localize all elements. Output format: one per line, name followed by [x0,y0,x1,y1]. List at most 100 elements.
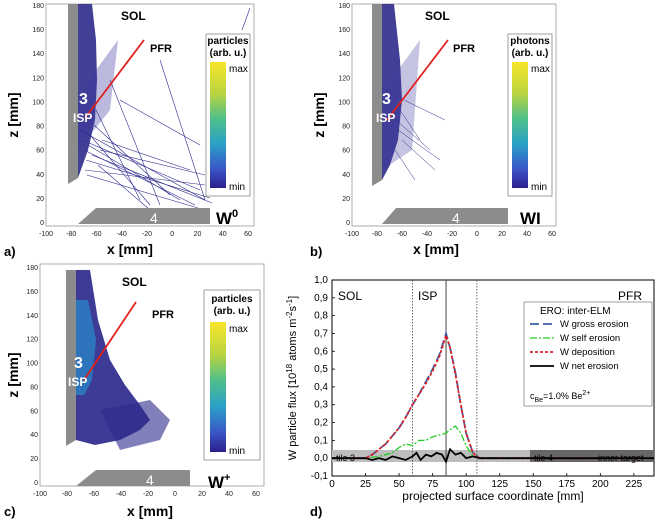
legend-label: W net erosion [560,361,619,372]
y-tick-label: 0,0 [314,453,328,464]
x-tick-label: 60 [244,231,252,238]
x-axis-label: x [mm] [107,241,153,257]
legend-box [523,301,653,407]
y-tick-label: 100 [32,99,44,106]
series-group [332,330,654,464]
legend-items: W gross erosion W self erosion W depositio… [530,319,629,372]
tile4-shape [78,208,210,224]
x-tick-label: 225 [626,479,643,490]
y-tick-label: 20 [342,196,350,203]
y-tick-label: -0,1 [311,471,329,482]
y-tick-label: 60 [30,408,38,415]
x-tick-label: 20 [198,491,206,498]
x-tick-label: 75 [427,479,439,490]
y-axis-label: z [mm] [311,92,327,137]
x-tick-label: -100 [33,491,47,498]
x-tick-label: 0 [329,479,335,490]
legend-label: W gross erosion [560,319,629,330]
concentration-annotation: cBe=1.0% Be2+ [530,390,590,404]
x-tick-label: 125 [491,479,508,490]
y-tick-label: 160 [338,27,350,34]
y-tick-label: 0,1 [314,435,328,446]
x-tick-label: -60 [397,231,407,238]
y-axis-label: z [mm] [5,352,21,397]
panel-label: c) [4,504,16,519]
legend-title: photons [510,36,550,47]
y-tick-label: 0 [40,220,44,227]
y-tick-label: 100 [26,361,38,368]
y-tick-label: 60 [342,148,350,155]
y-tick-label: 0,7 [314,328,328,339]
legend-units: (arb. u.) [214,306,251,317]
y-tick-label: 140 [338,51,350,58]
legend-label: W deposition [560,347,615,358]
y-tick-label: 160 [26,289,38,296]
y-tick-label: 140 [26,313,38,320]
x-tick-label: -60 [89,491,99,498]
colorbar-min: min [531,182,547,193]
separatrix-line [84,39,145,119]
y-tick-label: 180 [32,3,44,10]
colorbar-min: min [229,182,245,193]
y-tick-label: 0,5 [314,364,328,375]
separatrix-line [83,301,137,381]
y-tick-label: 0 [34,480,38,487]
panel-a: SOL PFR 3 ISP 4 particles (arb. u.) max … [4,3,255,259]
plasma-hot-region [76,300,96,395]
y-tick-label: 140 [32,51,44,58]
y-tick-label: 0,9 [314,293,328,304]
colorbar-max: max [229,64,248,75]
y-tick-label: 180 [338,3,350,10]
legend-label: W self erosion [560,333,620,344]
plasma-halo [382,40,420,170]
species-label: W+ [208,472,230,492]
x-tick-label: 150 [525,479,542,490]
legend-title: particles [207,36,249,47]
y-tick-label: 40 [342,172,350,179]
isp-label: ISP [68,375,87,389]
y-tick-label: 120 [338,75,350,82]
tile3-label: tile 3 [336,453,355,463]
colorbar-max: max [229,324,248,335]
series-w-deposition [332,332,654,460]
x-tick-label: -80 [62,491,72,498]
y-tick-label: 100 [338,99,350,106]
y-tick-label: 80 [30,384,38,391]
panel-d: 0 25 50 75 100 125 150 175 200 225 -0,1 0,0 0,1 0,2 0,… [285,275,655,519]
legend-title: particles [211,294,253,305]
chart-ticks: 0 25 50 75 100 125 150 175 200 225 -0,1 0,0 0,1 0,2 0,… [311,275,643,490]
y-tick-label: 180 [26,265,38,272]
sol-label: SOL [122,275,147,289]
panel-label: a) [4,244,16,259]
y-tick-label: 120 [26,337,38,344]
x-tick-label: -100 [39,231,53,238]
y-tick-label: 0,8 [314,311,328,322]
series-w-net-erosion [332,447,654,464]
x-tick-label: -40 [117,231,127,238]
plasma-cloud [382,4,402,180]
y-tick-label: 60 [36,148,44,155]
x-tick-label: 40 [523,231,531,238]
y-axis-label: z [mm] [5,92,21,137]
region-pfr: PFR [618,289,642,303]
pfr-label: PFR [152,309,174,321]
isp-label: ISP [73,111,92,125]
tile4-number: 4 [452,210,460,226]
tile3-number: 3 [79,91,88,108]
x-tick-label: -80 [66,231,76,238]
y-tick-label: 1,0 [314,275,328,286]
tile3-shape [372,4,382,186]
y-tick-label: 20 [36,196,44,203]
plasma-cloud [76,270,150,445]
x-tick-label: -80 [372,231,382,238]
sol-label: SOL [425,9,450,23]
y-tick-label: 0,6 [314,346,328,357]
tile3-number: 3 [74,355,83,372]
y-tick-label: 0,4 [314,382,328,393]
x-tick-label: -60 [91,231,101,238]
y-tick-label: 40 [30,432,38,439]
panel-b: SOL PFR 3 ISP 4 photons (arb. u.) max mi… [310,3,557,259]
x-tick-label: 20 [498,231,506,238]
x-tick-label: -20 [447,231,457,238]
